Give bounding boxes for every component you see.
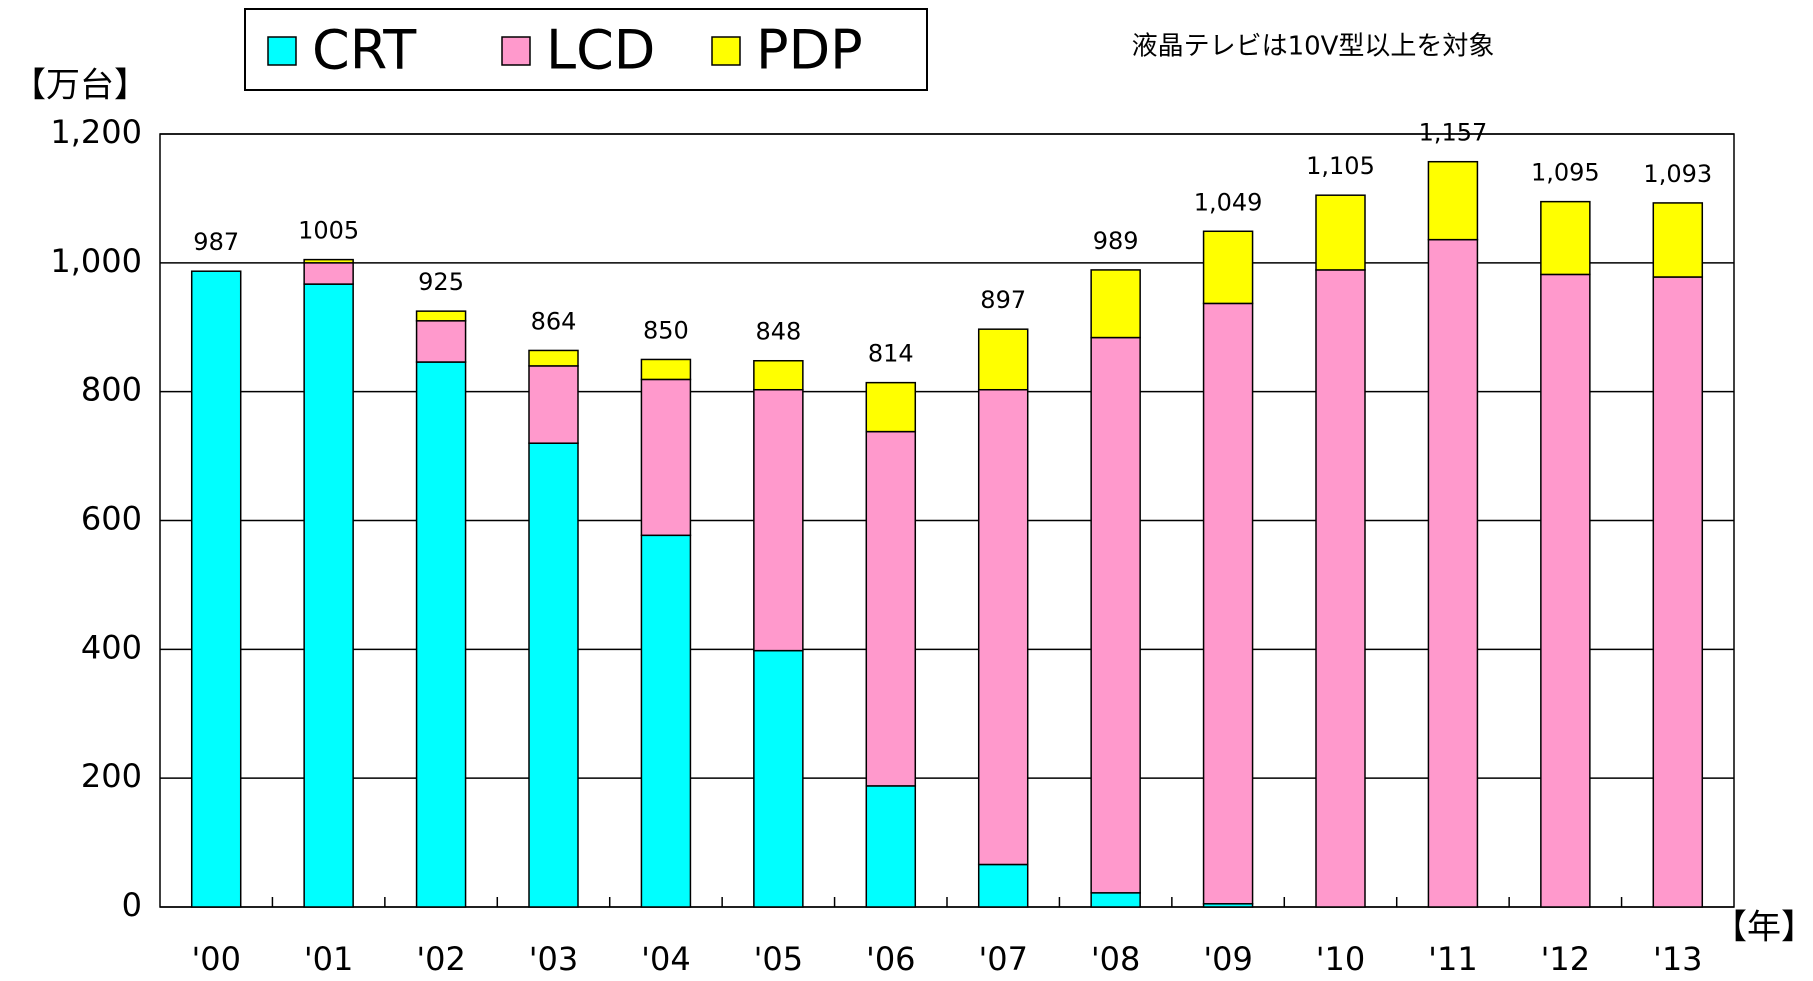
bar-segment (1090, 269, 1141, 339)
bar-segment (865, 381, 917, 433)
bar-segment (1427, 160, 1479, 241)
legend-label: LCD (546, 19, 655, 82)
bar-segment (1090, 892, 1141, 908)
total-label: 864 (531, 307, 577, 335)
y-tick-label: 600 (81, 500, 142, 538)
total-label: 850 (643, 316, 689, 344)
y-tick-label: 0 (122, 886, 142, 924)
bar-segment (528, 349, 579, 367)
y-tick-label: 800 (81, 371, 142, 409)
bar-segment (640, 378, 692, 537)
x-tick-label: '05 (754, 940, 804, 978)
total-label: 925 (418, 268, 464, 296)
bar-segment (1202, 302, 1254, 905)
x-tick-label: '07 (978, 940, 1028, 978)
x-tick-label: '02 (416, 940, 466, 978)
total-label: 989 (1093, 227, 1139, 255)
bar-segment (753, 649, 804, 908)
bar-segment (415, 361, 467, 908)
bar-segment (865, 430, 917, 787)
legend-swatch (711, 36, 741, 66)
total-label: 1,095 (1531, 159, 1600, 187)
legend-swatch (501, 36, 531, 66)
total-label: 1,049 (1194, 188, 1263, 216)
x-tick-label: '03 (529, 940, 579, 978)
y-tick-label: 400 (81, 628, 142, 666)
x-tick-label: '13 (1653, 940, 1703, 978)
bar-segment (1427, 238, 1479, 908)
x-tick-label: '00 (191, 940, 241, 978)
total-label: 987 (193, 228, 239, 256)
bar-segment (303, 258, 354, 264)
bar-segment (1090, 336, 1141, 894)
y-tick-label: 1,200 (50, 113, 142, 151)
bar-segment (1540, 273, 1591, 908)
x-tick-label: '01 (304, 940, 354, 978)
bar-segment (1652, 202, 1704, 278)
legend: CRT LCD PDP (267, 19, 863, 82)
bar-segment (753, 388, 804, 652)
legend-swatch (267, 36, 297, 66)
bar-segment (1652, 276, 1704, 908)
bar-segment (415, 320, 467, 363)
bar-segment (640, 358, 692, 381)
bar-segment (1315, 194, 1366, 271)
x-tick-label: '11 (1428, 940, 1478, 978)
bar-segment (977, 863, 1029, 908)
y-axis-label: 【万台】 (12, 66, 148, 106)
x-tick-label: '04 (641, 940, 691, 978)
x-tick-label: '12 (1541, 940, 1591, 978)
bar-segment (753, 359, 804, 391)
legend-box (244, 8, 928, 91)
total-label: 814 (868, 340, 914, 368)
bar-segment (528, 442, 579, 908)
total-label: 1,157 (1419, 119, 1488, 147)
bar-segment (190, 270, 242, 908)
x-tick-label: '10 (1316, 940, 1366, 978)
bar-segment (1540, 200, 1591, 276)
y-tick-label: 200 (81, 757, 142, 795)
bar-segment (1315, 269, 1366, 908)
x-tick-label: '09 (1203, 940, 1253, 978)
total-label: 1,105 (1306, 152, 1375, 180)
bar-segment (1202, 230, 1254, 305)
total-label: 848 (755, 318, 801, 346)
total-label: 897 (980, 286, 1026, 314)
x-tick-label: '08 (1091, 940, 1141, 978)
bar-segment (865, 785, 917, 908)
bar-segment (528, 365, 579, 444)
x-tick-label: '06 (866, 940, 916, 978)
x-axis-label: 【年】 (1713, 908, 1813, 948)
bar-segment (415, 310, 467, 322)
annotation: 液晶テレビは10V型以上を対象 (1132, 32, 1495, 62)
bar-segment (977, 328, 1029, 391)
bar-segment (640, 534, 692, 908)
total-label: 1005 (298, 217, 359, 245)
total-label: 1,093 (1643, 160, 1712, 188)
bar-segment (303, 262, 354, 285)
bar-segment (977, 388, 1029, 866)
legend-label: CRT (312, 19, 417, 82)
legend-label: PDP (756, 19, 863, 82)
y-tick-label: 1,000 (50, 242, 142, 280)
bar-segment (303, 283, 354, 908)
